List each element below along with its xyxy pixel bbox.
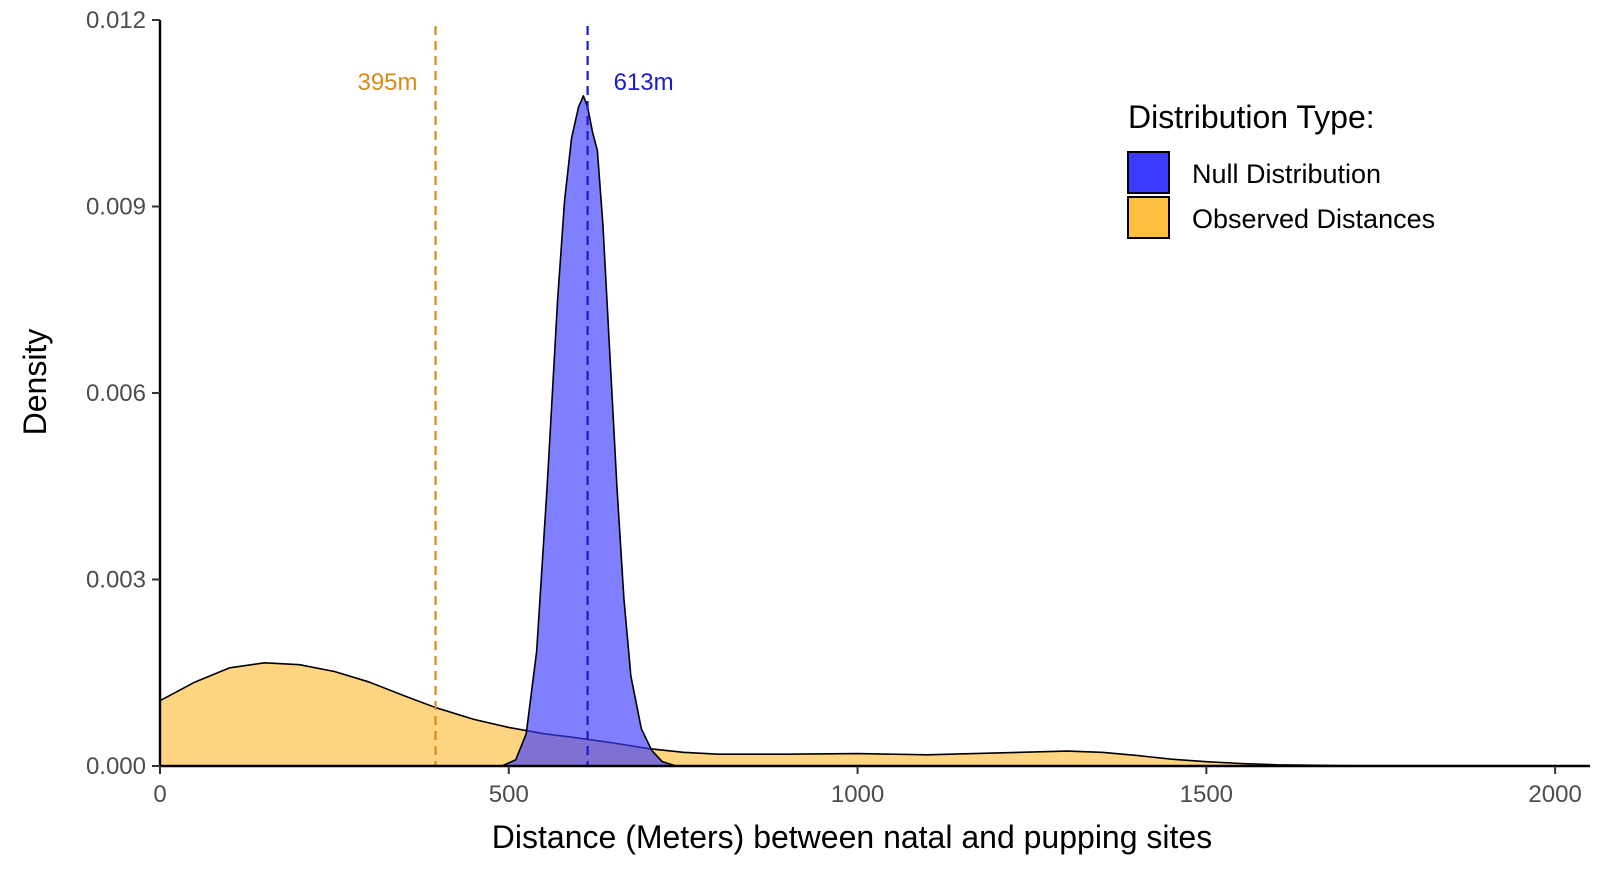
y-tick-label: 0.006: [86, 380, 146, 407]
legend-swatch-observed: [1127, 196, 1170, 239]
legend-swatch-null: [1127, 151, 1170, 194]
x-tick-label: 500: [489, 781, 529, 808]
reference-label-613m: 613m: [614, 69, 674, 96]
density-area-null-distribution: [501, 95, 677, 767]
x-axis-title: Distance (Meters) between natal and pupp…: [492, 819, 1212, 855]
y-tick-label: 0.000: [86, 753, 146, 780]
legend: Distribution Type: Null Distribution Obs…: [1127, 99, 1435, 239]
reference-label-395m: 395m: [357, 69, 417, 96]
x-tick-label: 2000: [1528, 781, 1581, 808]
legend-label-observed: Observed Distances: [1192, 204, 1435, 234]
y-tick-label: 0.003: [86, 567, 146, 594]
x-tick-label: 0: [153, 781, 166, 808]
x-tick-label: 1000: [831, 781, 884, 808]
reference-lines: 395m 613m: [357, 26, 674, 766]
x-tick-label: 1500: [1180, 781, 1233, 808]
density-area-observed-distances: [159, 662, 1556, 767]
plot-area: [159, 95, 1556, 767]
legend-label-null: Null Distribution: [1192, 159, 1381, 189]
y-axis-title: Density: [17, 329, 53, 436]
axes: 0.000 0.003 0.006 0.009 0.012 0 500 1000 1500 200…: [86, 7, 1590, 808]
y-tick-label: 0.012: [86, 7, 146, 34]
y-tick-label: 0.009: [86, 194, 146, 221]
legend-title: Distribution Type:: [1128, 99, 1375, 135]
